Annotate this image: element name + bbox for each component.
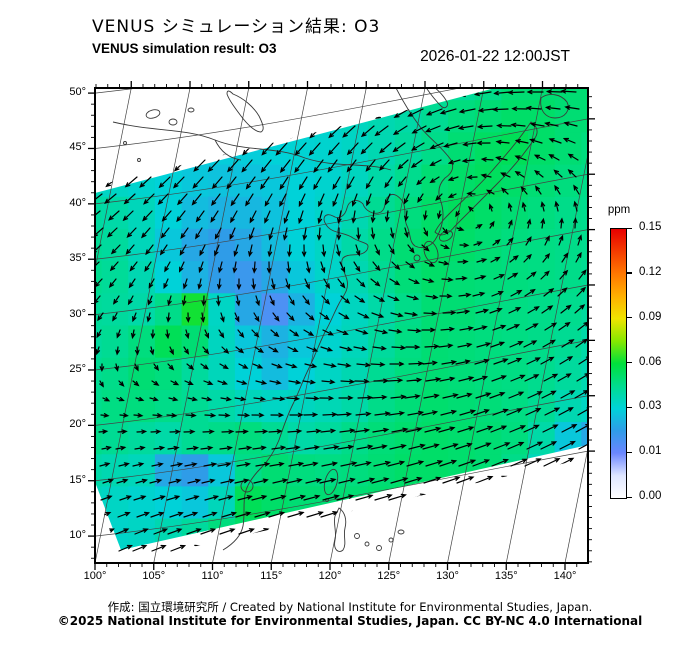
lat-axis-tick-label: 45° [69, 141, 86, 154]
page-title-japanese: VENUS シミュレーション結果: O3 [92, 17, 381, 37]
colorbar-tick-mark [626, 317, 632, 319]
lon-axis-tick-label: 110° [201, 570, 224, 582]
map-border-and-ticks [88, 81, 595, 570]
colorbar-unit-label: ppm [607, 204, 631, 216]
page-subtitle-english: VENUS simulation result: O3 [92, 41, 277, 56]
footer-copyright-line: ©2025 National Institute for Environment… [57, 614, 643, 628]
colorbar [610, 228, 627, 499]
colorbar-tick-label: 0.03 [639, 400, 662, 413]
colorbar-tick-label: 0.06 [639, 355, 662, 368]
colorbar-tick-label: 0.09 [639, 310, 662, 323]
lon-axis-tick-label: 125° [377, 570, 401, 582]
lat-axis-tick-label: 30° [69, 307, 86, 320]
lon-axis-tick-label: 135° [494, 570, 518, 582]
colorbar-tick-mark [626, 451, 632, 453]
colorbar-tick-mark [626, 496, 632, 498]
lat-axis-tick-label: 20° [69, 418, 86, 431]
colorbar-tick-label: 0.12 [639, 265, 662, 278]
lat-axis-tick-label: 15° [69, 473, 86, 486]
colorbar-tick-label: 0.00 [639, 490, 662, 502]
map-plot [88, 81, 595, 570]
footer-credit-line: 作成: 国立環境研究所 / Created by National Instit… [107, 600, 593, 614]
lon-axis-tick-label: 120° [318, 570, 342, 582]
colorbar-tick-mark [626, 227, 632, 229]
colorbar-tick-mark [626, 406, 632, 409]
colorbar-tick-mark [626, 362, 632, 364]
lat-axis-tick-label: 40° [69, 196, 86, 209]
colorbar-tick-label: 0.01 [639, 445, 662, 458]
timestamp-label: 2026-01-22 12:00JST [420, 48, 570, 65]
lat-axis-tick-label: 50° [69, 86, 86, 99]
lon-axis-tick-label: 100° [83, 570, 107, 582]
lat-axis-tick-label: 35° [69, 252, 86, 265]
lat-axis-tick-label: 25° [69, 362, 86, 375]
lon-axis-tick-label: 115° [260, 570, 283, 582]
colorbar-tick-mark [626, 272, 632, 274]
lon-axis-tick-label: 140° [553, 570, 577, 582]
lat-axis-tick-label: 10° [69, 529, 86, 542]
lon-axis-tick-label: 105° [142, 570, 166, 582]
lon-axis-tick-label: 130° [436, 570, 459, 582]
colorbar-tick-label: 0.15 [639, 221, 662, 233]
